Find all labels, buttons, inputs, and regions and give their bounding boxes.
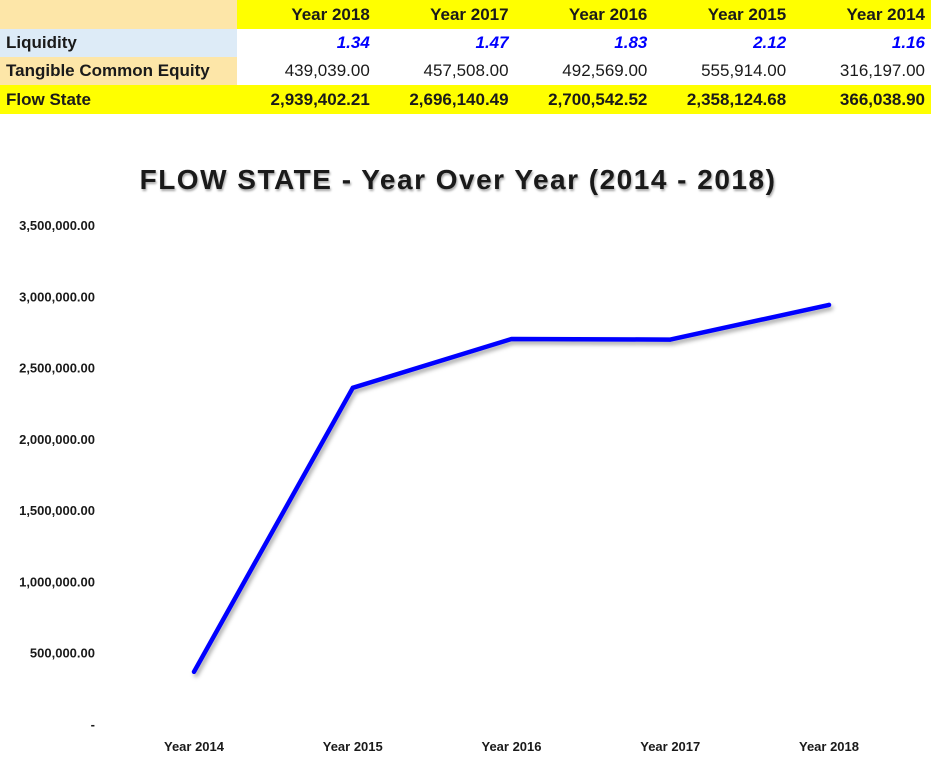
table-cell: 439,039.00 — [284, 61, 370, 80]
table-row-tangible-common-equity: Tangible Common Equity 439,039.00 457,50… — [0, 57, 931, 85]
y-tick-label: 1,500,000.00 — [19, 503, 95, 518]
x-axis: Year 2014 Year 2015 Year 2016 Year 2017 Year… — [164, 739, 859, 754]
table-cell: 2,696,140.49 — [375, 85, 515, 114]
x-tick-label: Year 2014 — [164, 739, 225, 754]
header-year-2015: Year 2015 — [653, 0, 793, 29]
table-cell: 492,569.00 — [562, 61, 648, 80]
header-year-2016: Year 2016 — [514, 0, 654, 29]
table-cell: 1.34 — [336, 33, 370, 52]
table-cell: 316,197.00 — [839, 61, 925, 80]
table-cell: 2.12 — [753, 33, 787, 52]
y-tick-label: 2,000,000.00 — [19, 432, 95, 447]
table-header-row: Year 2018 Year 2017 Year 2016 Year 2015 … — [0, 0, 931, 29]
row-label: Liquidity — [0, 29, 237, 57]
data-point — [350, 385, 355, 390]
y-tick-label: 500,000.00 — [30, 646, 95, 661]
data-point — [509, 336, 514, 341]
table-row-liquidity: Liquidity 1.34 1.47 1.83 2.12 1.16 — [0, 29, 931, 57]
y-tick-label: - — [91, 717, 95, 732]
line-chart: - 500,000.00 1,000,000.00 1,500,000.00 2,000… — [19, 218, 859, 754]
header-year-2017: Year 2017 — [375, 0, 515, 29]
series-line-flow-state — [191, 302, 832, 675]
table-cell: 2,700,542.52 — [514, 85, 654, 114]
y-axis: - 500,000.00 1,000,000.00 1,500,000.00 2,000… — [19, 218, 95, 732]
y-tick-label: 2,500,000.00 — [19, 361, 95, 376]
table-cell: 1.47 — [475, 33, 509, 52]
x-tick-label: Year 2017 — [640, 739, 700, 754]
x-tick-label: Year 2018 — [799, 739, 859, 754]
y-tick-label: 1,000,000.00 — [19, 574, 95, 589]
table-cell: 1.83 — [614, 33, 648, 52]
series-group — [191, 302, 832, 675]
data-point — [192, 669, 196, 674]
header-year-2018: Year 2018 — [237, 0, 376, 29]
table-cell: 457,508.00 — [423, 61, 509, 80]
header-corner — [0, 0, 237, 29]
y-tick-label: 3,500,000.00 — [19, 218, 95, 233]
row-label: Tangible Common Equity — [0, 57, 237, 85]
table-cell: 366,038.90 — [792, 85, 931, 114]
x-tick-label: Year 2016 — [481, 739, 541, 754]
y-tick-label: 3,000,000.00 — [19, 289, 95, 304]
chart-title: FLOW STATE - Year Over Year (2014 - 2018… — [139, 164, 777, 195]
table-cell: 555,914.00 — [701, 61, 787, 80]
table-cell: 1.16 — [891, 33, 925, 52]
table-cell: 2,358,124.68 — [653, 85, 793, 114]
table-cell: 2,939,402.21 — [237, 85, 376, 114]
data-table: Year 2018 Year 2017 Year 2016 Year 2015 … — [0, 0, 931, 114]
data-point — [827, 302, 831, 307]
data-point — [668, 337, 673, 342]
row-label: Flow State — [0, 85, 237, 114]
x-tick-label: Year 2015 — [323, 739, 383, 754]
table-row-flow-state: Flow State 2,939,402.21 2,696,140.49 2,7… — [0, 85, 931, 114]
header-year-2014: Year 2014 — [792, 0, 931, 29]
